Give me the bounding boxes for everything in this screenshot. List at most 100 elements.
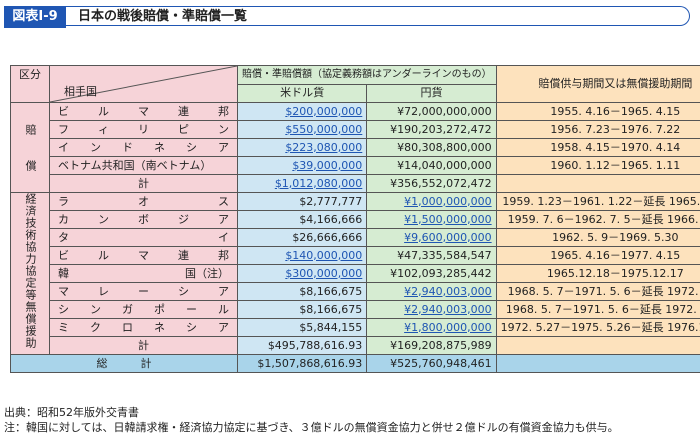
- country-char: ア: [218, 320, 229, 334]
- country-char: マ: [138, 104, 149, 118]
- country-char: マ: [58, 284, 69, 298]
- country-char: ビ: [58, 104, 69, 118]
- country-char: ク: [90, 320, 101, 334]
- grand-total-label: 総 計: [10, 354, 238, 373]
- country-char: 邦: [218, 248, 229, 262]
- period-value: 1965.12.18－1975.12.17: [495, 264, 700, 283]
- country-name: ミクロネシア: [49, 318, 238, 337]
- country-char: ラ: [58, 194, 69, 208]
- country-name: 韓 国（注）: [49, 264, 238, 283]
- table-row: 賠 償ビ ル マ 連 邦 $200,000,000 ¥72,000,000,000 1955.…: [10, 102, 700, 193]
- period-value: 1955. 4.16－1965. 4.15: [495, 102, 700, 121]
- period-value: 1972. 5.27－1975. 5.26－延長 1976.10.15: [495, 318, 700, 337]
- country-char: シ: [186, 320, 197, 334]
- country-char: 連: [178, 248, 189, 262]
- usd-value: $223,080,000: [236, 138, 368, 157]
- usd-value: $4,166,666: [236, 210, 368, 229]
- country-char: フ: [58, 122, 69, 136]
- country-char: カ: [58, 212, 69, 226]
- country-char: ポ: [154, 302, 165, 316]
- country-char: イ: [58, 140, 69, 154]
- subtotal-usd: $1,012,080,000: [236, 174, 368, 193]
- source-note: 出典：昭和52年版外交青書: [4, 406, 139, 419]
- subtotal-yen: ¥169,208,875,989: [366, 336, 497, 355]
- period-value: 1965. 4.16－1977. 4.15: [495, 246, 700, 265]
- figure-header: 図表Ⅰ-9 日本の戦後賠償・準賠償一覧: [4, 6, 690, 30]
- partner-country-label: 相手国: [64, 85, 97, 98]
- empty-cell: [495, 354, 700, 373]
- subtotal-label: 計: [49, 336, 238, 355]
- period-value: 1968. 5. 7－1971. 5. 6－延長 1972. 5. 6: [495, 282, 700, 301]
- yen-value: ¥14,040,000,000: [366, 156, 497, 175]
- corner-header-cell: 区分: [10, 65, 50, 103]
- country-char: 邦: [218, 104, 229, 118]
- reparations-group-label: 賠 償: [10, 102, 50, 193]
- country-char: レ: [98, 284, 109, 298]
- country-char: ネ: [154, 320, 165, 334]
- period-value: 1959. 1.23－1961. 1.22－延長 1965. 1.22: [495, 192, 700, 211]
- table-row: イ ン ド ネ シ ア $223,080,000 ¥80,308,800,000 1958. 4…: [11, 138, 700, 157]
- subtotal-usd: $495,788,616.93: [236, 336, 368, 355]
- country-char: ピ: [178, 122, 189, 136]
- country-char: ン: [90, 140, 101, 154]
- country-char: ン: [90, 302, 101, 316]
- yen-value: ¥190,203,272,472: [366, 120, 497, 139]
- grand-total-usd: $1,507,868,616.93: [236, 354, 368, 373]
- country-char: ー: [138, 284, 149, 298]
- korea-note: 注：韓国に対しては、日韓請求権・経済協力協定に基づき、３億ドルの無償資金協力と併…: [4, 421, 619, 434]
- country-char: ガ: [122, 302, 133, 316]
- country-char: ボ: [138, 212, 149, 226]
- country-char: ア: [218, 284, 229, 298]
- yen-value: ¥47,335,584,547: [366, 246, 497, 265]
- usd-value: $550,000,000: [236, 120, 368, 139]
- country-name: インドネシア: [49, 138, 238, 157]
- subtotal-label: 計: [49, 174, 238, 193]
- country-char: ベトナム共和国（南ベトナム）: [58, 158, 212, 172]
- country-char: ル: [98, 104, 109, 118]
- empty-cell: [495, 336, 700, 355]
- yen-value: ¥80,308,800,000: [366, 138, 497, 157]
- yen-value: ¥1,000,000,000: [366, 192, 497, 211]
- usd-value: $39,000,000: [236, 156, 368, 175]
- period-value: 1960. 1.12－1965. 1.11: [495, 156, 700, 175]
- country-char: ー: [186, 302, 197, 316]
- yen-value: ¥1,500,000,000: [366, 210, 497, 229]
- usd-value: $2,777,777: [236, 192, 368, 211]
- country-header-cell: 相手国: [49, 65, 238, 103]
- usd-value: $26,666,666: [236, 228, 368, 247]
- table-row: マ レ ー シ ア $8,166,675 ¥2,940,003,000 1968. 5. 7－…: [11, 282, 700, 301]
- period-value: 1959. 7. 6－1962. 7. 5－延長 1966. 7. 5: [495, 210, 700, 229]
- diagonal-line: [50, 66, 237, 102]
- period-value: 1956. 7.23－1976. 7.22: [495, 120, 700, 139]
- country-char: ル: [98, 248, 109, 262]
- table-row: ビ ル マ 連 邦 $140,000,000 ¥47,335,584,547 1965. 4.…: [11, 246, 700, 265]
- period-value: 1958. 4.15－1970. 4.14: [495, 138, 700, 157]
- reparations-table: 区分 相手国 賠償・準賠償額（協定義務額はアンダーラインのもの） 賠償供与期間又…: [10, 65, 700, 373]
- country-char: 韓: [58, 266, 69, 280]
- country-char: ビ: [58, 248, 69, 262]
- usd-value: $140,000,000: [236, 246, 368, 265]
- country-char: ミ: [58, 320, 69, 334]
- country-char: ア: [218, 212, 229, 226]
- figure-title: 日本の戦後賠償・準賠償一覧: [64, 6, 690, 26]
- grand-total-row: 総 計 $1,507,868,616.93 ¥525,760,948,461: [10, 354, 700, 373]
- grand-total-yen: ¥525,760,948,461: [366, 354, 497, 373]
- table-row: 韓 国（注） $300,000,000 ¥102,093,285,442 1965.12…: [11, 264, 700, 283]
- country-char: ス: [218, 194, 229, 208]
- country-char: オ: [138, 194, 149, 208]
- country-name: フィリピン: [49, 120, 238, 139]
- table-row: タイ $26,666,666 ¥9,600,000,000 1962. 5. 9－19…: [11, 228, 700, 247]
- country-name: タイ: [49, 228, 238, 247]
- table-row: フ ィ リ ピ ン $550,000,000 ¥190,203,272,472 1956. 7…: [11, 120, 700, 139]
- country-char: マ: [138, 248, 149, 262]
- country-char: ン: [98, 212, 109, 226]
- subtotal-row: 計 $1,012,080,000 ¥356,552,072,472: [11, 174, 700, 193]
- figure-badge: 図表Ⅰ-9: [4, 6, 66, 28]
- table-row: シ ン ガ ポ ー ル $8,166,675 ¥2,940,003,000 1968. 5. 7…: [11, 300, 700, 319]
- table-row: ベトナム共和国（南ベトナム） $39,000,000 ¥14,040,000,000…: [11, 156, 700, 175]
- country-char: ル: [218, 302, 229, 316]
- country-name: ビルマ連邦: [49, 246, 238, 265]
- yen-value: ¥2,940,003,000: [366, 300, 497, 319]
- country-char: 連: [178, 104, 189, 118]
- country-name: シンガポール: [49, 300, 238, 319]
